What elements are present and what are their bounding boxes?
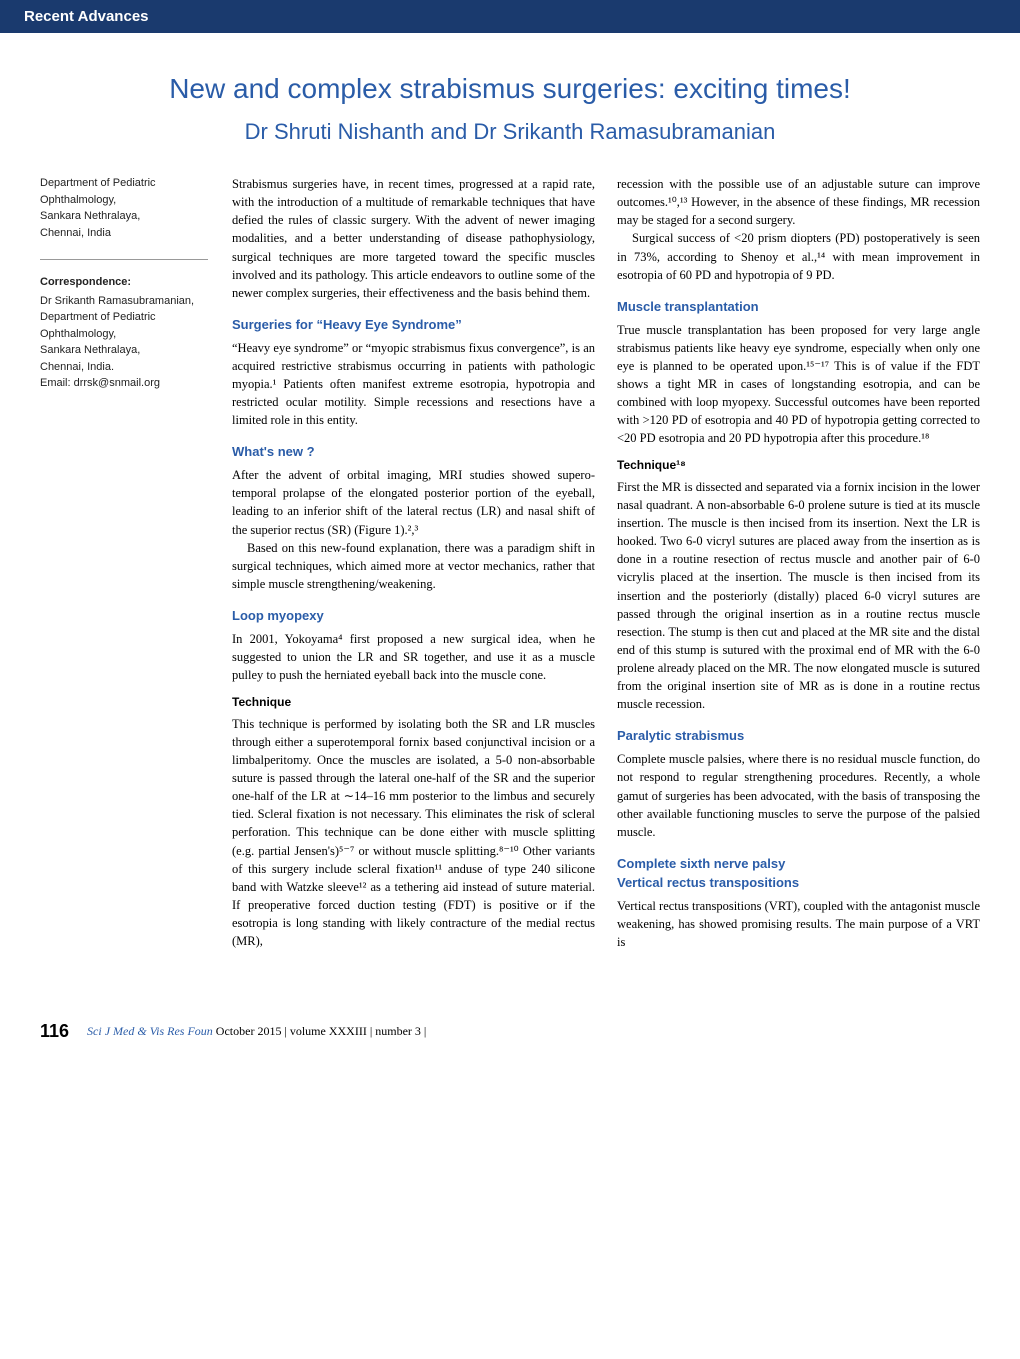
main-columns: Department of Pediatric Ophthalmology, S… — [40, 175, 980, 951]
paragraph: First the MR is dissected and separated … — [617, 478, 980, 714]
left-sidebar: Department of Pediatric Ophthalmology, S… — [40, 175, 208, 951]
sidebar-divider — [40, 259, 208, 260]
paragraph: Vertical rectus transpositions (VRT), co… — [617, 897, 980, 951]
paragraph: This technique is performed by isolating… — [232, 715, 595, 951]
intro-paragraph: Strabismus surgeries have, in recent tim… — [232, 175, 595, 302]
page-number: 116 — [40, 1021, 69, 1042]
heading-paralytic-strabismus: Paralytic strabismus — [617, 727, 980, 746]
correspondence-label: Correspondence: — [40, 274, 208, 291]
article-authors: Dr Shruti Nishanth and Dr Srikanth Ramas… — [40, 119, 980, 145]
heading-loop-myopexy: Loop myopexy — [232, 607, 595, 626]
paragraph: “Heavy eye syndrome” or “myopic strabism… — [232, 339, 595, 430]
footer-journal: Sci J Med & Vis Res Foun — [87, 1024, 213, 1038]
paragraph: recession with the possible use of an ad… — [617, 175, 980, 229]
paragraph: True muscle transplantation has been pro… — [617, 321, 980, 448]
article-title: New and complex strabismus surgeries: ex… — [40, 73, 980, 105]
page-content: New and complex strabismus surgeries: ex… — [0, 33, 1020, 981]
correspondence-text: Dr Srikanth Ramasubramanian, Department … — [40, 293, 208, 392]
section-header-bar: Recent Advances — [0, 0, 1020, 33]
subheading-technique-2: Technique¹⁸ — [617, 457, 980, 474]
subheading-technique-1: Technique — [232, 694, 595, 711]
page-footer: 116 Sci J Med & Vis Res Foun October 201… — [0, 1021, 1020, 1062]
paragraph: Surgical success of <20 prism diopters (… — [617, 229, 980, 283]
heading-whats-new: What's new ? — [232, 443, 595, 462]
paragraph: Complete muscle palsies, where there is … — [617, 750, 980, 841]
paragraph: After the advent of orbital imaging, MRI… — [232, 466, 595, 539]
article-body: Strabismus surgeries have, in recent tim… — [232, 175, 980, 951]
footer-citation: Sci J Med & Vis Res Foun October 2015 | … — [87, 1024, 426, 1039]
heading-muscle-transplantation: Muscle transplantation — [617, 298, 980, 317]
paragraph: Based on this new-found explanation, the… — [232, 539, 595, 593]
affiliation-block: Department of Pediatric Ophthalmology, S… — [40, 175, 208, 241]
footer-details: October 2015 | volume XXXIII | number 3 … — [213, 1024, 427, 1038]
heading-heavy-eye: Surgeries for “Heavy Eye Syndrome” — [232, 316, 595, 335]
paragraph: In 2001, Yokoyama⁴ first proposed a new … — [232, 630, 595, 684]
heading-vrt: Vertical rectus transpositions — [617, 874, 980, 893]
heading-sixth-nerve: Complete sixth nerve palsy — [617, 855, 980, 874]
